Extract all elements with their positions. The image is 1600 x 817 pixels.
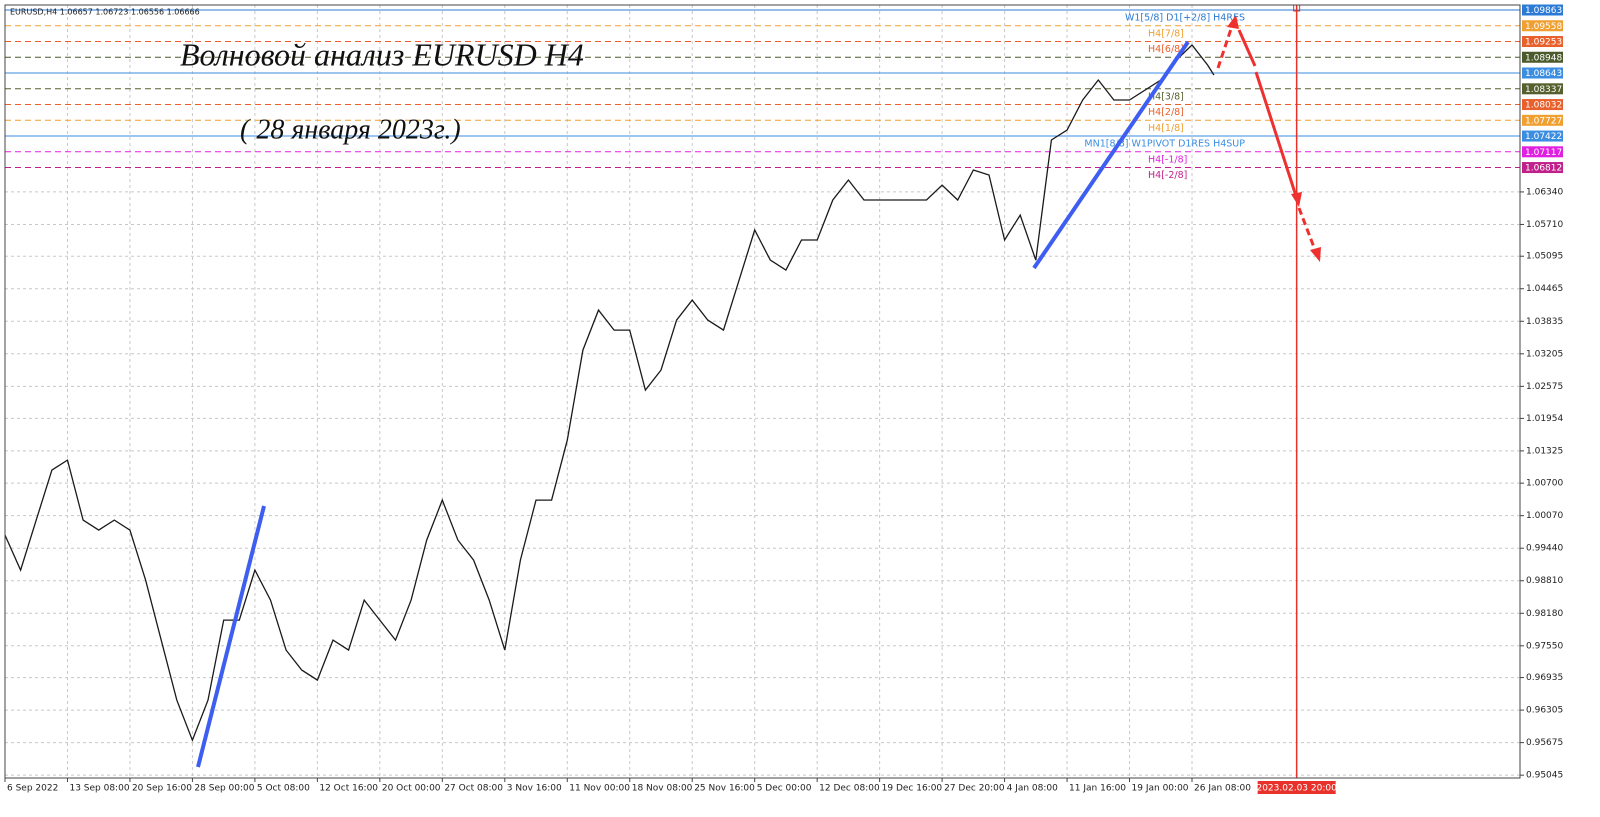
x-tick-label: 20 Oct 00:00 [382,784,441,794]
level-name: H4[3/8] [1148,91,1184,102]
x-tick-label: 13 Sep 08:00 [69,784,129,794]
x-tick-label: 6 Sep 2022 [7,784,58,794]
y-tick-label: 1.03835 [1526,317,1563,327]
y-tick-label: 1.05710 [1526,220,1563,230]
wave-line [1032,40,1190,270]
level-box [1522,114,1563,126]
level-label: 1.07422 [1525,132,1562,142]
x-tick-label: 11 Nov 00:00 [569,784,630,794]
level-box [1522,99,1563,111]
level-name: H4[7/8] [1148,28,1184,39]
axes: 0.95045 0.95675 0.96305 0.96935 0.97550 0.981… [4,4,1563,794]
x-tick-label: 12 Dec 08:00 [819,784,880,794]
level-label: 1.09253 [1525,38,1562,48]
level-box [1522,146,1563,158]
arrow-head [1310,247,1321,262]
y-tick-label: 1.02575 [1526,382,1563,392]
wave-lines [196,40,1190,768]
forecast-arrow [1216,25,1234,69]
time-label: 2023.02.03 20:00 [1256,784,1337,794]
arrow-head [1227,15,1239,29]
level-name: MN1[8/8] W1PIVOT D1RES H4SUP [1084,139,1245,150]
y-tick-label: 1.00070 [1526,511,1563,521]
level-box [1522,4,1563,16]
y-tick-label: 0.95675 [1526,738,1563,748]
x-tick-label: 27 Oct 08:00 [444,784,503,794]
level-name: H4[1/8] [1148,123,1184,134]
level-label: 1.08032 [1525,101,1562,111]
x-tick-label: 27 Dec 20:00 [944,784,1005,794]
symbol-info: EURUSD,H4 1.06657 1.06723 1.06556 1.0666… [10,8,200,17]
levels: W1[5/8] D1[+2/8] H4RES H4[7/8] H4[6/8] H4[3… [5,9,1520,181]
level-name: H4[-2/8] [1148,170,1187,181]
x-tick-label: 19 Jan 00:00 [1132,784,1189,794]
level-box [1522,20,1563,32]
forecast-arrows [1216,15,1321,262]
level-label: 1.07117 [1525,148,1562,158]
y-tick-label: 0.96305 [1526,706,1563,716]
level-box [1522,51,1563,63]
x-tick-label: 26 Jan 08:00 [1194,784,1251,794]
y-tick-label: 1.04465 [1526,284,1563,294]
data [4,4,1301,778]
forecast-arrow [1297,207,1317,251]
level-name: H4[6/8] [1148,44,1184,55]
chart-subtitle: ( 28 января 2023г.) [240,114,461,145]
wave-line [196,505,266,768]
y-tick-label: 1.00700 [1526,479,1563,489]
level-box [1522,162,1563,174]
x-tick-label: 25 Nov 16:00 [694,784,755,794]
x-tick-label: 3 Nov 16:00 [507,784,562,794]
level-name: H4[-1/8] [1148,154,1187,165]
time-label-box [1257,781,1336,794]
y-tick-label: 0.99440 [1526,544,1563,554]
y-tick-label: 1.06340 [1526,187,1563,197]
level-label: 1.07727 [1525,116,1562,126]
x-tick-label: 28 Sep 00:00 [194,784,254,794]
y-tick-label: 0.98810 [1526,576,1563,586]
arrow-head [1291,192,1302,207]
level-box [1522,83,1563,95]
y-tick-label: 0.98180 [1526,609,1563,619]
x-tick-label: 5 Dec 00:00 [757,784,812,794]
level-label: 1.08337 [1525,85,1562,95]
x-tick-label: 4 Jan 08:00 [1007,784,1059,794]
x-tick-label: 5 Oct 08:00 [257,784,310,794]
x-tick-label: 19 Dec 16:00 [882,784,943,794]
y-tick-label: 1.01954 [1526,414,1563,424]
level-label: 1.09863 [1525,6,1562,16]
plot-frame [4,4,1521,779]
y-tick-label: 1.01325 [1526,446,1563,456]
level-name: H4[2/8] [1148,107,1184,118]
y-tick-label: 1.03205 [1526,349,1563,359]
price-line [4,44,1215,742]
x-tick-label: 12 Oct 16:00 [319,784,378,794]
x-tick-label: 18 Nov 08:00 [632,784,693,794]
level-box [1522,67,1563,79]
x-tick-label: 20 Sep 16:00 [132,784,192,794]
level-box [1522,36,1563,48]
level-label: 1.09558 [1525,22,1562,32]
level-label: 1.06812 [1525,164,1562,174]
y-tick-label: 0.96935 [1526,673,1563,683]
forecast-arrow [1254,71,1298,197]
forecast-arrow [1237,29,1257,67]
chart-title: Волновой анализ EURUSD H4 [180,36,584,72]
x-tick-label: 11 Jan 16:00 [1069,784,1126,794]
level-label: 1.08948 [1525,53,1562,63]
level-name: W1[5/8] D1[+2/8] H4RES [1125,13,1245,24]
y-tick-label: 0.95045 [1526,771,1563,781]
y-tick-label: 0.97550 [1526,641,1563,651]
y-tick-label: 1.05095 [1526,252,1563,262]
level-box [1522,130,1563,142]
level-label: 1.08643 [1525,69,1562,79]
